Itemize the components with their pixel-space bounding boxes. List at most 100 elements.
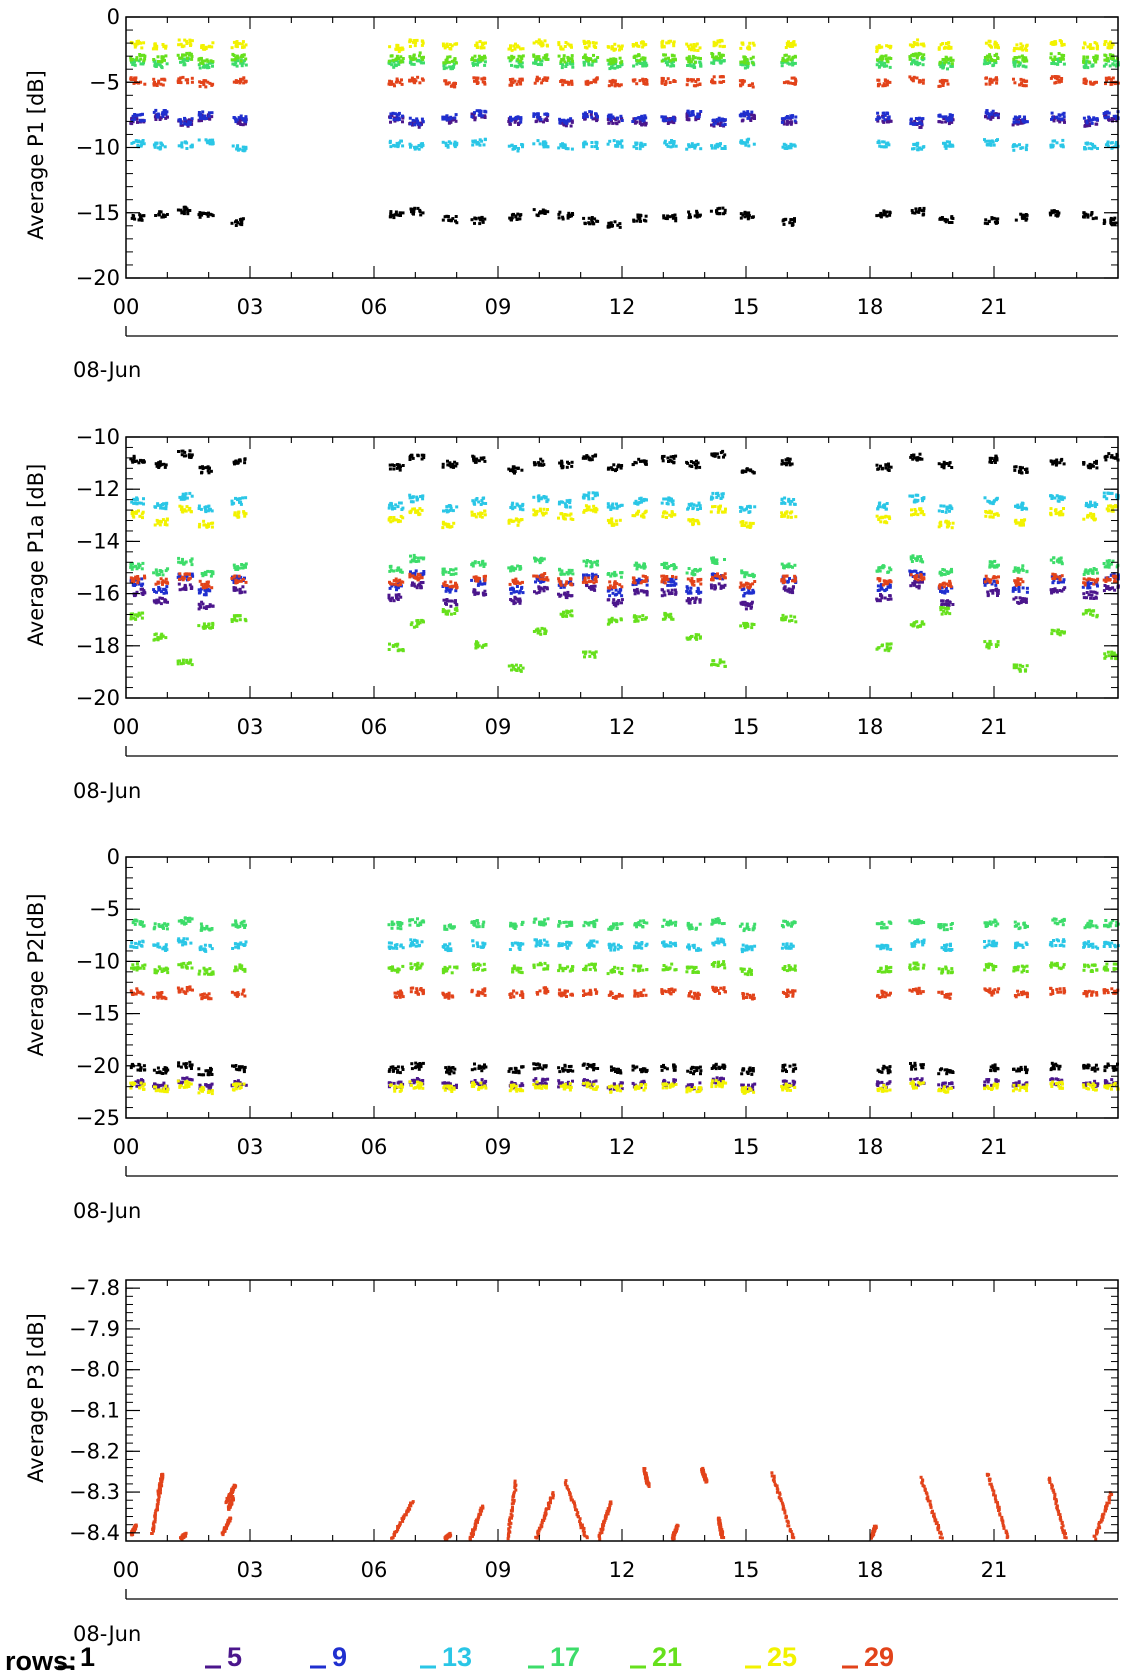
data-point bbox=[591, 454, 595, 458]
data-point bbox=[996, 56, 1000, 60]
data-point bbox=[1058, 59, 1061, 63]
data-point bbox=[990, 139, 994, 143]
data-point bbox=[398, 60, 402, 64]
data-point bbox=[234, 459, 238, 463]
data-point bbox=[695, 465, 699, 469]
data-point bbox=[612, 506, 616, 510]
data-point bbox=[562, 585, 566, 589]
data-point bbox=[1062, 578, 1066, 582]
data-point bbox=[643, 143, 647, 147]
data-point bbox=[206, 59, 210, 63]
data-point bbox=[644, 121, 648, 125]
data-point bbox=[887, 117, 890, 121]
data-point bbox=[619, 466, 623, 470]
data-point bbox=[718, 40, 722, 44]
data-point bbox=[917, 210, 921, 214]
data-point bbox=[947, 41, 951, 45]
data-point bbox=[694, 44, 698, 48]
data-point bbox=[1107, 117, 1110, 121]
data-point bbox=[921, 81, 925, 85]
data-point bbox=[994, 588, 998, 592]
data-point bbox=[570, 464, 574, 468]
data-point bbox=[587, 63, 591, 67]
data-point bbox=[1016, 60, 1020, 64]
data-point bbox=[688, 213, 691, 217]
data-point bbox=[1060, 77, 1064, 80]
data-point bbox=[567, 568, 571, 572]
data-point bbox=[560, 459, 564, 463]
data-point bbox=[141, 561, 145, 565]
data-point bbox=[690, 465, 694, 468]
data-point bbox=[1053, 459, 1057, 463]
data-point bbox=[937, 114, 941, 118]
data-point bbox=[473, 54, 477, 58]
data-point bbox=[746, 62, 750, 65]
data-point bbox=[635, 82, 639, 86]
data-point bbox=[585, 58, 589, 62]
data-point bbox=[741, 470, 745, 474]
data-point bbox=[747, 115, 751, 119]
data-point bbox=[483, 459, 487, 463]
data-point bbox=[669, 59, 673, 63]
data-point bbox=[156, 146, 160, 150]
data-point bbox=[595, 141, 599, 145]
data-point bbox=[945, 505, 949, 509]
data-point bbox=[200, 44, 204, 48]
data-point bbox=[202, 81, 206, 85]
data-point bbox=[985, 109, 989, 113]
data-point bbox=[875, 117, 879, 121]
data-point bbox=[641, 119, 645, 123]
data-point bbox=[415, 38, 419, 42]
data-point bbox=[1091, 63, 1095, 67]
data-point bbox=[1109, 455, 1113, 459]
data-point bbox=[698, 112, 701, 116]
data-point bbox=[670, 588, 674, 592]
data-point bbox=[687, 55, 691, 59]
data-point bbox=[470, 115, 474, 119]
data-point bbox=[582, 113, 586, 117]
data-point bbox=[1050, 111, 1054, 115]
data-point bbox=[235, 147, 239, 151]
data-point bbox=[717, 56, 721, 60]
data-point bbox=[918, 126, 922, 129]
data-point bbox=[181, 557, 184, 561]
data-point bbox=[695, 590, 699, 593]
data-point bbox=[515, 597, 519, 601]
data-point bbox=[235, 80, 238, 84]
data-point bbox=[1107, 42, 1111, 46]
data-point bbox=[566, 216, 570, 220]
data-point bbox=[879, 211, 883, 215]
data-point bbox=[160, 77, 164, 81]
data-point bbox=[569, 43, 573, 47]
data-point bbox=[883, 84, 887, 88]
data-point bbox=[130, 141, 134, 145]
data-point bbox=[662, 454, 666, 458]
data-point bbox=[671, 502, 675, 506]
data-point bbox=[583, 45, 587, 49]
data-point bbox=[921, 499, 924, 503]
data-point bbox=[418, 208, 422, 212]
data-point bbox=[160, 590, 163, 594]
data-point bbox=[883, 588, 887, 592]
data-point bbox=[448, 461, 452, 465]
data-point bbox=[571, 65, 575, 69]
data-point bbox=[990, 216, 994, 220]
data-point bbox=[1082, 55, 1086, 59]
data-point bbox=[788, 577, 791, 580]
data-point bbox=[1015, 56, 1018, 60]
data-point bbox=[1086, 55, 1090, 59]
data-point bbox=[422, 453, 426, 457]
data-point bbox=[989, 55, 993, 59]
data-point bbox=[183, 38, 187, 42]
data-point bbox=[920, 147, 924, 151]
data-point bbox=[1095, 46, 1099, 50]
data-point bbox=[667, 592, 671, 596]
data-point bbox=[399, 570, 403, 574]
data-point bbox=[593, 454, 597, 458]
data-point bbox=[686, 56, 690, 60]
data-point bbox=[912, 147, 916, 151]
data-point bbox=[162, 109, 166, 113]
data-point bbox=[140, 119, 144, 123]
data-point bbox=[204, 79, 208, 83]
data-point bbox=[883, 78, 887, 82]
